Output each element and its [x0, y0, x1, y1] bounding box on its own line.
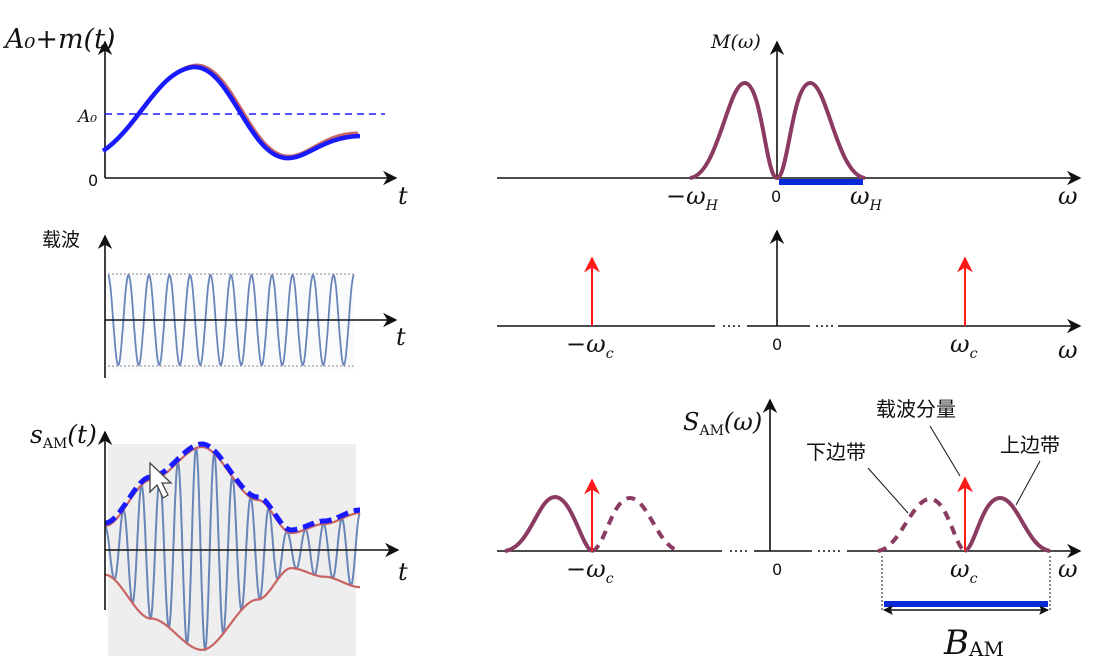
mouse-cursor-icon — [149, 461, 173, 499]
message-blue-curve — [101, 64, 361, 161]
carrier-component-label: 载波分量 — [876, 397, 956, 421]
lower-sideband-leader — [867, 467, 909, 514]
m-spectrum-x-label: ω — [1058, 182, 1078, 210]
s-spectrum-neg-dashed-band — [591, 495, 681, 553]
carrier-y-label: 载波 — [42, 229, 80, 251]
am-signal-panel: sAM(t) t — [30, 420, 408, 656]
s-spectrum-neg-solid-band — [504, 494, 594, 553]
lower-sideband-label: 下边带 — [806, 440, 866, 464]
c-spectrum-pos-label: ωc — [950, 330, 978, 362]
c-spectrum-x-label: ω — [1058, 336, 1078, 364]
m-spectrum-zero-label: 0 — [771, 187, 781, 206]
message-signal-panel: A₀+m(t) A₀ 0 t — [2, 24, 408, 210]
message-spectrum-panel: M(ω) −ωH 0 ωH ω — [497, 31, 1082, 214]
m-spectrum-neg-label: −ωH — [666, 182, 719, 214]
am-spectrum-panel: SAM(ω) 载波分量 下边带 上边带 −ωc 0 ωc ω BAM — [497, 397, 1082, 663]
carrier-wave — [107, 273, 355, 367]
s-spectrum-y-label: SAM(ω) — [683, 408, 762, 439]
s-spectrum-upper-sideband — [963, 495, 1051, 553]
am-y-label: sAM(t) — [30, 420, 97, 452]
s-spectrum-neg-label: −ωc — [566, 555, 614, 587]
carrier-panel: 载波 t — [42, 229, 406, 378]
carrier-background — [108, 272, 354, 370]
m-spectrum-pos-label: ωH — [850, 182, 883, 214]
am-lower-envelope — [105, 566, 360, 652]
am-upper-envelope — [105, 445, 360, 535]
s-spectrum-pos-label: ωc — [950, 555, 978, 587]
s-spectrum-zero-label: 0 — [772, 560, 782, 579]
upper-sideband-leader — [1015, 460, 1041, 506]
message-zero-label: 0 — [88, 171, 98, 190]
m-spectrum-y-label: M(ω) — [710, 31, 761, 53]
upper-sideband-label: 上边带 — [1000, 433, 1060, 457]
s-spectrum-lower-sideband — [877, 496, 967, 553]
a0-reference-label: A₀ — [76, 107, 97, 127]
c-spectrum-neg-label: −ωc — [566, 330, 614, 362]
c-spectrum-zero-label: 0 — [772, 335, 782, 354]
am-envelope-dashed — [105, 441, 360, 533]
am-x-label: t — [398, 558, 408, 586]
carrier-x-label: t — [396, 323, 406, 351]
message-x-label: t — [398, 182, 408, 210]
m-spectrum-curve — [689, 81, 866, 181]
s-spectrum-x-label: ω — [1058, 555, 1078, 583]
carrier-component-leader — [929, 425, 961, 477]
carrier-spectrum-panel: −ωc 0 ωc ω — [497, 229, 1082, 364]
bandwidth-label: BAM — [943, 623, 1004, 663]
message-y-label: A₀+m(t) — [2, 24, 115, 55]
